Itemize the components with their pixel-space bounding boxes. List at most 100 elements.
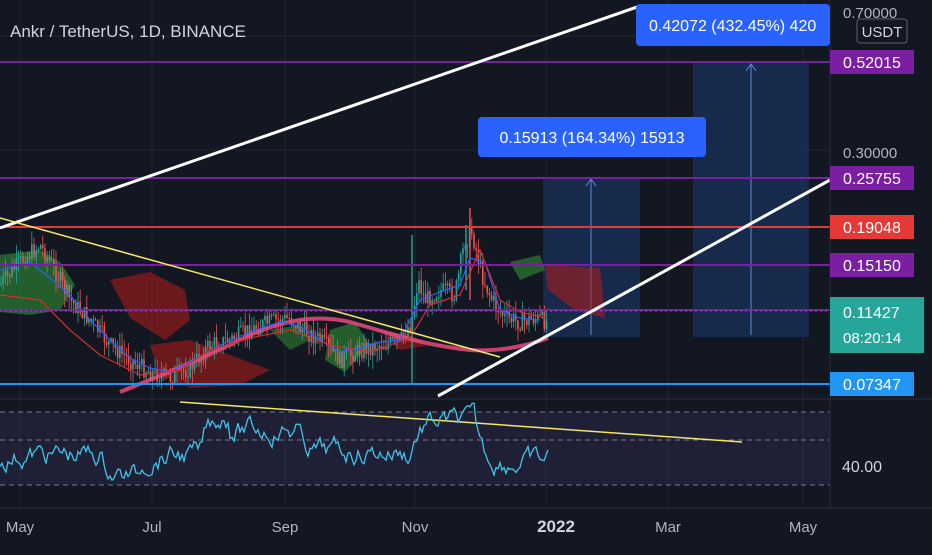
candle-body bbox=[317, 332, 319, 336]
upper-channel-line[interactable] bbox=[0, 4, 641, 230]
candle-body bbox=[422, 293, 425, 295]
candle-body bbox=[191, 360, 194, 370]
candle-body bbox=[526, 320, 528, 325]
candle-body bbox=[424, 293, 427, 304]
currency-badge[interactable] bbox=[856, 18, 908, 44]
rsi-line bbox=[0, 402, 549, 482]
candle-body bbox=[473, 233, 475, 249]
candle-body bbox=[244, 326, 246, 336]
candle-body bbox=[512, 314, 515, 322]
candle-body bbox=[306, 322, 308, 336]
measure-label-near-box[interactable] bbox=[478, 117, 706, 157]
candle-body bbox=[286, 314, 288, 318]
candle-body bbox=[20, 255, 22, 257]
candle-body bbox=[13, 266, 15, 270]
candle-body bbox=[94, 319, 97, 321]
candle-body bbox=[508, 311, 510, 318]
candle-body bbox=[279, 319, 282, 324]
candle-body bbox=[224, 337, 227, 339]
candle-body bbox=[345, 349, 348, 353]
candle-body bbox=[209, 340, 211, 350]
candle-body bbox=[308, 335, 310, 342]
candle-body bbox=[26, 256, 29, 267]
measure-label-far: 0.42072 (432.45%) 420 bbox=[649, 18, 816, 35]
candle-body bbox=[288, 317, 290, 319]
candle-body bbox=[453, 299, 455, 302]
candle-body bbox=[284, 314, 286, 319]
candle-body bbox=[444, 283, 447, 286]
candle-body bbox=[50, 259, 53, 261]
candle-body bbox=[81, 313, 84, 319]
measure-label-far-box[interactable] bbox=[636, 4, 830, 46]
price-tick-mid: 0.30000 bbox=[843, 145, 897, 162]
candle-body bbox=[169, 374, 172, 383]
candle-body bbox=[88, 318, 90, 323]
candle-body bbox=[394, 336, 396, 339]
candle-body bbox=[486, 285, 488, 293]
rsi-trend-line[interactable] bbox=[179, 401, 743, 443]
candle-body bbox=[48, 256, 51, 260]
candle-body bbox=[31, 244, 33, 259]
x-tick-6: May bbox=[789, 519, 818, 536]
candle-body bbox=[350, 348, 352, 356]
candle-body bbox=[490, 294, 493, 301]
candle-body bbox=[86, 307, 88, 323]
candle-body bbox=[352, 355, 354, 362]
candle-body bbox=[488, 292, 491, 295]
candle-body bbox=[479, 261, 482, 265]
long-moving-average bbox=[119, 316, 549, 394]
candle-body bbox=[336, 348, 339, 365]
candle-body bbox=[409, 327, 411, 331]
candle-body bbox=[367, 343, 370, 354]
candle-body bbox=[523, 312, 526, 321]
candle-body bbox=[35, 250, 37, 258]
lower-channel-line[interactable] bbox=[437, 178, 831, 398]
candle-body bbox=[440, 289, 442, 298]
candle-body bbox=[383, 347, 385, 350]
candle-body bbox=[517, 320, 519, 330]
candle-body bbox=[145, 372, 147, 378]
candle-body bbox=[189, 360, 191, 378]
candle-body bbox=[510, 317, 513, 322]
candle-body bbox=[323, 334, 326, 338]
candle-body bbox=[528, 315, 530, 325]
candle-body bbox=[108, 340, 110, 345]
candle-body bbox=[68, 285, 70, 298]
candle-body bbox=[57, 280, 59, 282]
candle-body bbox=[495, 296, 497, 310]
candle-body bbox=[138, 364, 141, 369]
candle-body bbox=[59, 272, 62, 281]
currency-label: USDT bbox=[862, 24, 903, 41]
candle-body bbox=[325, 337, 328, 339]
candle-body bbox=[77, 301, 79, 313]
candle-body bbox=[391, 337, 394, 339]
candle-body bbox=[435, 297, 438, 302]
candle-body bbox=[334, 348, 337, 352]
level-label-box-1 bbox=[830, 166, 914, 190]
candle-body bbox=[127, 355, 130, 365]
candle-body bbox=[400, 332, 403, 337]
candle-body bbox=[11, 266, 13, 277]
candle-body bbox=[376, 349, 378, 351]
x-tick-4: 2022 bbox=[537, 517, 575, 536]
time-axis-labels: May Jul Sep Nov 2022 Mar May bbox=[6, 517, 818, 536]
candle-body bbox=[431, 300, 433, 306]
candle-body bbox=[301, 329, 304, 333]
candle-body bbox=[477, 250, 480, 265]
candle-body bbox=[70, 297, 73, 301]
candle-body bbox=[9, 274, 11, 277]
candle-body bbox=[143, 359, 145, 378]
last-price-label-box bbox=[830, 297, 924, 353]
chart-title: Ankr / TetherUS, 1D, BINANCE bbox=[10, 22, 246, 41]
candle-body bbox=[484, 284, 486, 286]
x-tick-5: Mar bbox=[655, 519, 681, 536]
candle-body bbox=[482, 261, 484, 285]
candle-body bbox=[193, 358, 196, 370]
descending-trend-line[interactable] bbox=[0, 217, 501, 358]
candle-body bbox=[185, 371, 187, 378]
candle-body bbox=[295, 325, 297, 329]
candle-body bbox=[319, 332, 321, 342]
candle-body bbox=[240, 325, 242, 327]
candle-body bbox=[475, 248, 477, 251]
